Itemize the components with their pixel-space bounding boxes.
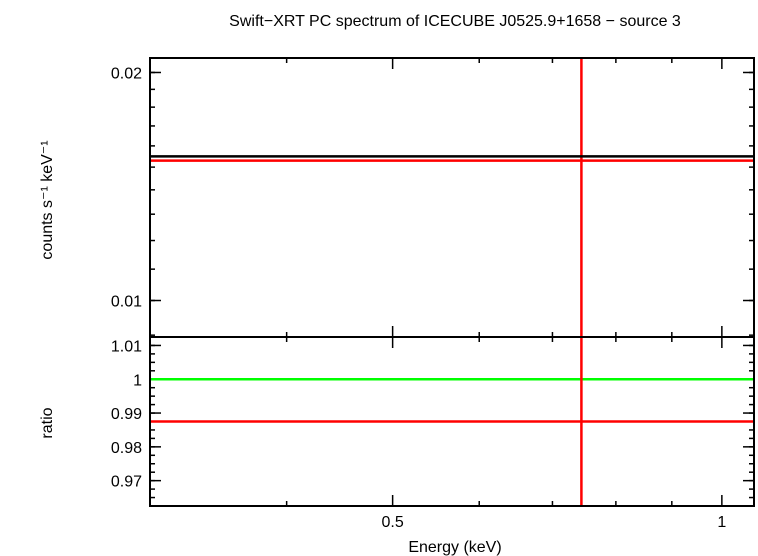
ratio-panel: 1.01 1 0.99 0.98 0.97 — [111, 336, 755, 507]
y-tick-label: 0.98 — [111, 440, 142, 457]
chart-title: Swift−XRT PC spectrum of ICECUBE J0525.9… — [229, 13, 681, 30]
y-tick-label: 0.97 — [111, 474, 142, 491]
spectrum-panel: 0.01 0.02 — [111, 57, 755, 338]
x-axis-label: Energy (keV) — [408, 539, 501, 556]
bottom-ylabel: ratio — [39, 407, 56, 438]
panel-frame — [149, 336, 755, 507]
y-tick-label: 0.01 — [111, 294, 142, 311]
panel-frame — [149, 57, 755, 338]
y-tick-label: 0.99 — [111, 406, 142, 423]
y-tick-label: 1.01 — [111, 338, 142, 355]
y-tick-label: 0.02 — [111, 65, 142, 82]
x-tick-label: 0.5 — [382, 514, 404, 531]
top-ylabel: counts s⁻¹ keV⁻¹ — [39, 140, 56, 259]
x-tick-label: 1 — [717, 514, 726, 531]
y-tick-label: 1 — [133, 372, 142, 389]
